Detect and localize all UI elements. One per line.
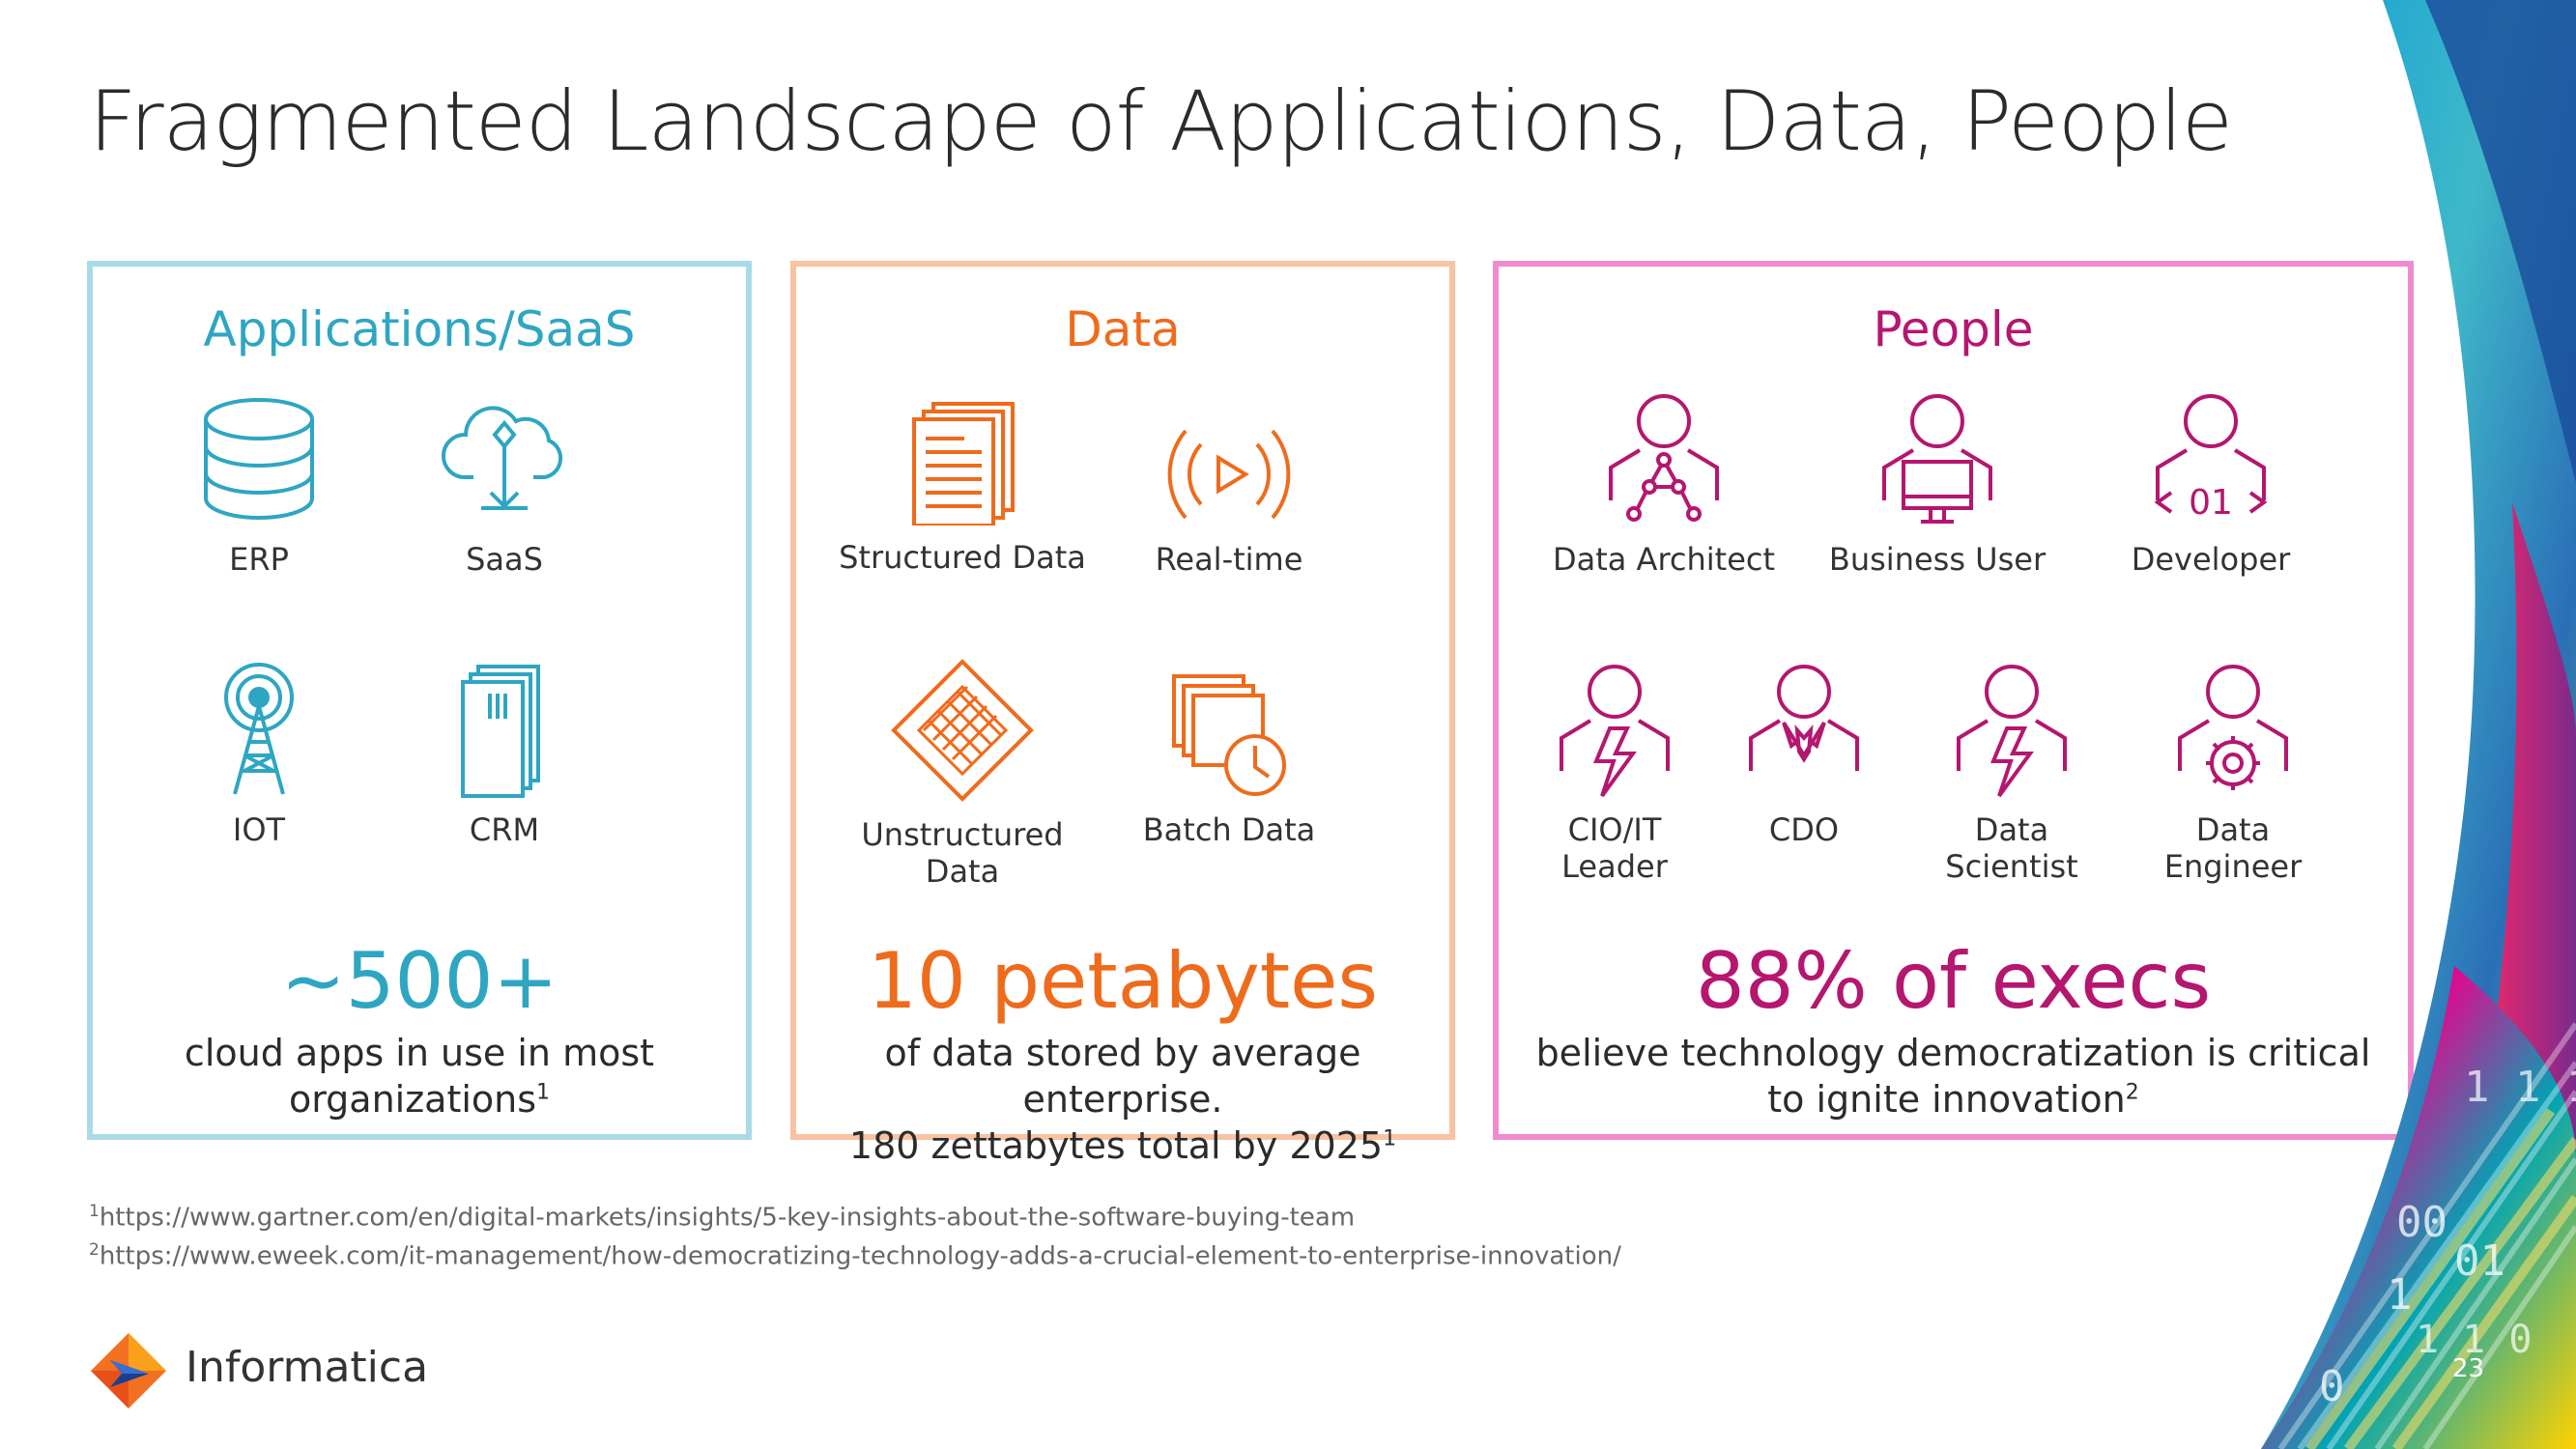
- item-label: Data Scientist: [1886, 811, 2137, 885]
- panel-data: Data Structured Data Real-time Unstructu…: [790, 261, 1455, 1167]
- stat-description-line: cloud apps in use in most: [184, 1032, 655, 1074]
- decorative-digit: 1 1 1: [2464, 1063, 2576, 1112]
- stat-value: ~500+: [280, 936, 558, 1026]
- person-lightning-icon: [1560, 665, 1670, 798]
- person-hierarchy-icon: [1609, 394, 1719, 522]
- item-erp: ERP: [133, 392, 385, 578]
- decorative-digit: 0: [2319, 1362, 2345, 1411]
- logo-text: Informatica: [186, 1343, 429, 1392]
- stat-value: 88% of execs: [1695, 936, 2212, 1026]
- item-label: Unstructured Data: [837, 816, 1088, 890]
- item-cdo: CDO: [1678, 663, 1930, 848]
- item-label: Real-time: [1155, 541, 1303, 578]
- footnote-ref: 1: [1383, 1126, 1397, 1151]
- item-label-line: Scientist: [1945, 848, 2078, 885]
- person-gear-icon: [2178, 665, 2288, 790]
- footnote-ref: 2: [2125, 1080, 2139, 1105]
- stat-description-line: believe technology democratization is cr…: [1535, 1032, 2371, 1074]
- panel-people: People Data Architect Business User 01: [1493, 261, 2414, 1140]
- cloud-download-icon: [442, 406, 563, 510]
- item-unstructured-data: Unstructured Data: [837, 658, 1088, 890]
- broadcast-play-icon: [1167, 429, 1291, 520]
- item-label: Batch Data: [1142, 811, 1316, 848]
- panel-heading-applications: Applications/SaaS: [203, 301, 636, 357]
- stacked-cards-icon: [461, 665, 540, 798]
- panel-applications: Applications/SaaS ERP SaaS IOT: [87, 261, 752, 1140]
- footnote-link[interactable]: https://www.gartner.com/en/digital-marke…: [99, 1203, 1356, 1233]
- item-label: ERP: [229, 541, 289, 578]
- item-label: Business User: [1828, 541, 2046, 578]
- stat-description-line: organizations: [288, 1078, 537, 1121]
- footnote-link[interactable]: https://www.eweek.com/it-management/how-…: [99, 1241, 1621, 1271]
- panel-heading-data: Data: [1065, 301, 1181, 357]
- person-code-icon: 01: [2154, 394, 2268, 523]
- slide-title: Fragmented Landscape of Applications, Da…: [89, 73, 2233, 170]
- stat-value: 10 petabytes: [867, 936, 1378, 1026]
- item-label: Developer: [2131, 541, 2291, 578]
- footnote-number: 2: [89, 1239, 100, 1260]
- item-developer: 01 Developer: [2085, 392, 2336, 578]
- person-monitor-icon: [1882, 394, 1992, 524]
- stat-description-line: to ignite innovation: [1767, 1078, 2126, 1121]
- stat-description: cloud apps in use in most organizations1: [112, 1030, 727, 1122]
- stat-description-line: of data stored by average enterprise.: [884, 1032, 1361, 1121]
- item-data-architect: Data Architect: [1538, 392, 1789, 578]
- item-real-time: Real-time: [1103, 421, 1355, 578]
- decorative-graphic: 1 1 1 00 01 1 0 1 1 0: [2261, 0, 2576, 1449]
- item-label-line: Unstructured: [861, 816, 1064, 853]
- stat-description: believe technology democratization is cr…: [1518, 1030, 2389, 1122]
- footnote: 1https://www.gartner.com/en/digital-mark…: [89, 1196, 1621, 1235]
- item-label: CIO/IT Leader: [1489, 811, 1740, 885]
- item-label: Structured Data: [839, 539, 1086, 576]
- files-clock-icon: [1172, 674, 1286, 796]
- item-label-line: Leader: [1561, 848, 1668, 885]
- page-number: 23: [2452, 1354, 2485, 1383]
- decorative-digit: 00: [2396, 1198, 2447, 1247]
- item-cio-it-leader: CIO/IT Leader: [1489, 663, 1740, 885]
- item-label-line: Engineer: [2163, 848, 2303, 885]
- item-saas: SaaS: [379, 392, 630, 578]
- footnote-number: 1: [89, 1202, 100, 1221]
- item-label: CDO: [1768, 811, 1840, 848]
- item-data-engineer: Data Engineer: [2107, 663, 2359, 885]
- item-structured-data: Structured Data: [837, 400, 1088, 576]
- item-business-user: Business User: [1812, 392, 2063, 578]
- diamond-grid-icon: [891, 659, 1034, 802]
- item-batch-data: Batch Data: [1103, 672, 1355, 848]
- item-label-line: CIO/IT: [1567, 811, 1662, 848]
- svg-text:01: 01: [2189, 483, 2233, 523]
- stat-description: of data stored by average enterprise. 18…: [816, 1030, 1430, 1169]
- antenna-tower-icon: [224, 663, 294, 795]
- item-label: Data Architect: [1552, 541, 1776, 578]
- item-crm: CRM: [379, 663, 630, 848]
- decorative-digit: 01: [2454, 1236, 2505, 1286]
- person-tie-icon: [1749, 665, 1859, 771]
- item-label-line: Data: [925, 853, 1000, 890]
- panel-heading-people: People: [1873, 301, 2034, 357]
- item-label: CRM: [469, 811, 540, 848]
- database-icon: [204, 398, 314, 520]
- item-label: Data Engineer: [2107, 811, 2359, 885]
- footnote: 2https://www.eweek.com/it-management/how…: [89, 1235, 1621, 1273]
- stat-description-line: 180 zettabytes total by 2025: [848, 1124, 1384, 1167]
- decorative-digit: 1: [2387, 1270, 2413, 1320]
- item-label: SaaS: [466, 541, 543, 578]
- decorative-digit: 1 1 0: [2416, 1318, 2532, 1362]
- item-label-line: Data: [2195, 811, 2271, 848]
- footnotes: 1https://www.gartner.com/en/digital-mark…: [89, 1196, 1621, 1272]
- person-bolt-icon: [1957, 665, 2067, 798]
- item-iot: IOT: [133, 663, 385, 848]
- item-label: IOT: [232, 811, 286, 848]
- informatica-diamond-icon: [91, 1333, 166, 1408]
- documents-icon: [912, 402, 1015, 526]
- item-data-scientist: Data Scientist: [1886, 663, 2137, 885]
- footnote-ref: 1: [536, 1080, 551, 1105]
- item-label-line: Data: [1974, 811, 2049, 848]
